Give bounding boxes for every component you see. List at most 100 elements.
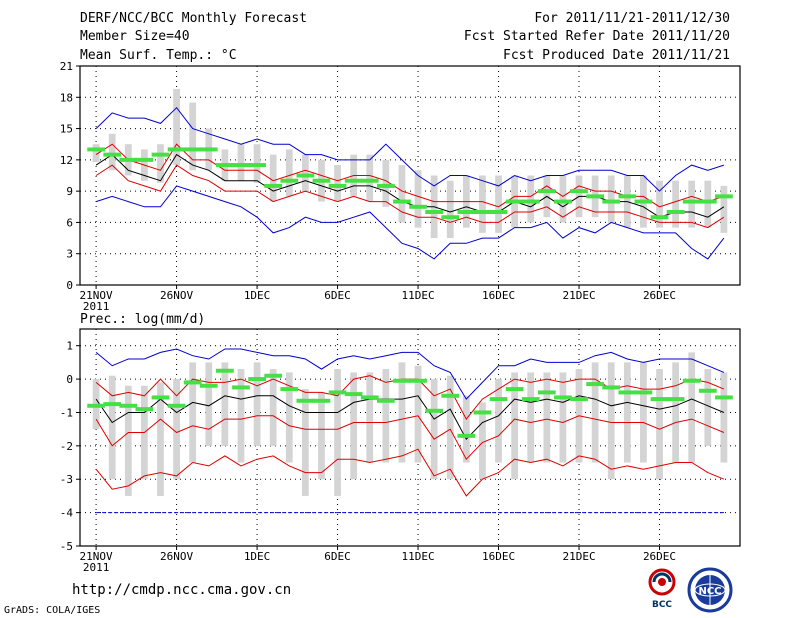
range-box [446,375,454,480]
range-box [672,362,679,463]
y-tick-label: -3 [60,473,73,486]
range-box [559,175,567,223]
series-line-mean-std [95,415,725,461]
range-box [656,369,663,480]
range-box [527,372,535,463]
median-marker [199,147,218,152]
x-tick-label: 26DEC [643,289,676,302]
range-box [173,88,180,166]
range-box [623,362,631,463]
range-box [350,372,358,480]
median-marker [344,178,363,183]
median-marker [505,199,524,204]
median-marker [199,383,218,388]
bcc-logo-text: BCC [652,600,672,610]
median-marker [618,194,637,199]
series-line-mean-2std [95,448,725,497]
median-marker [119,403,138,408]
median-marker [666,210,685,214]
range-box [301,154,309,192]
forecast-period: For 2011/11/21-2011/12/30 [534,11,730,26]
series-line-max [95,106,725,192]
median-marker [682,378,701,383]
y-tick-label: 21 [60,60,73,73]
series-line-mean-std [95,143,725,208]
median-marker [232,163,250,168]
range-box [157,382,164,496]
range-box [479,402,486,480]
range-box [189,362,197,463]
median-marker [650,397,669,402]
median-marker [360,178,379,183]
range-box [382,159,390,207]
median-marker [715,395,733,400]
y-tick-label: 15 [60,123,73,136]
y-tick-label: -2 [60,440,73,453]
median-marker [328,183,347,188]
range-box [430,379,438,480]
median-marker [666,397,685,402]
range-box [398,362,406,463]
median-marker [698,388,717,393]
median-marker [521,199,540,204]
x-tick-label: 16DEC [482,289,515,302]
median-marker [103,152,122,157]
range-box [414,170,422,228]
range-box [479,175,486,233]
range-box [124,385,132,496]
range-box [301,389,309,496]
range-box [285,149,293,197]
range-box [318,392,325,480]
median-marker [119,157,138,162]
grads-credit: GrADS: COLA/IGES [4,605,101,616]
median-marker [586,382,604,387]
median-marker [248,377,266,382]
x-tick-label: 1DEC [244,550,271,563]
median-marker [393,378,411,383]
median-marker [393,199,411,204]
x-tick-label: 11DEC [401,550,434,563]
range-box [173,379,180,480]
median-marker [280,178,299,183]
median-marker [344,392,363,397]
median-marker [360,395,379,400]
median-marker [264,373,283,378]
range-box [382,369,390,463]
median-marker [634,199,653,204]
median-marker [248,163,266,168]
range-box [462,395,470,463]
median-marker [715,194,733,199]
range-box [269,369,277,446]
y-tick-label: 18 [60,91,73,104]
x-tick-label: 26DEC [643,550,676,563]
median-marker [135,407,154,412]
median-marker [377,183,395,188]
range-box [704,180,712,228]
x-tick-label: 21NOV [80,550,113,563]
range-box [366,154,374,202]
x-tick-label: 1DEC [244,289,271,302]
y-tick-label: 1 [66,340,73,353]
range-box [366,372,374,463]
median-marker [441,215,460,220]
range-box [334,165,341,202]
series-line-max [95,348,725,400]
median-marker [602,385,621,390]
median-marker [441,393,460,398]
range-box [414,365,422,463]
source-url[interactable]: http://cmdp.ncc.cma.gov.cn [72,582,292,598]
range-box [640,362,647,463]
range-box [495,379,502,463]
median-marker [87,403,105,408]
x-tick-label: 6DEC [324,289,351,302]
bcc-logo: BCC [640,568,684,610]
range-box [704,369,712,446]
range-box [269,154,277,202]
range-box [285,372,293,463]
plot-frame [79,65,741,286]
median-marker [425,210,443,214]
x-tick-label: 21DEC [562,289,595,302]
x-tick-label: 26NOV [160,289,193,302]
median-marker [151,395,170,400]
